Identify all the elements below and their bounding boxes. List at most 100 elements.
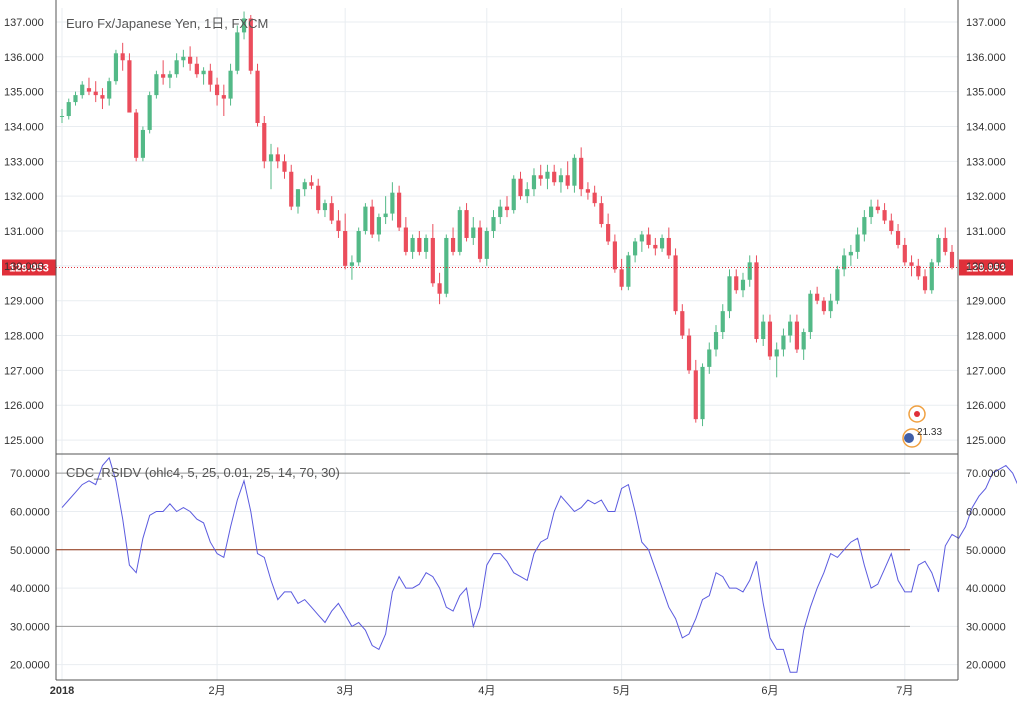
time-tick-label: 4月 <box>478 685 495 697</box>
chart-title: Euro Fx/Japanese Yen, 1日, FXCM <box>66 16 268 31</box>
price-tick-left: 134.000 <box>4 121 44 133</box>
time-tick-label: 5月 <box>613 685 630 697</box>
candle-body <box>740 279 746 291</box>
rsi-tick-right: 60.0000 <box>966 506 1006 518</box>
rsi-tick-right: 20.0000 <box>966 660 1006 672</box>
candle-body <box>889 220 894 231</box>
candle-body <box>66 102 71 117</box>
price-tick-right: 126.000 <box>966 400 1006 412</box>
candle-body <box>572 157 577 186</box>
candle-body <box>228 70 233 99</box>
candle-body <box>707 349 712 367</box>
candle-body <box>349 262 355 266</box>
candle-body <box>343 231 348 266</box>
candle-body <box>268 154 274 162</box>
candle-body <box>875 206 880 211</box>
candle-body <box>653 244 658 249</box>
candle-body <box>275 154 280 162</box>
candle-body <box>565 175 570 186</box>
candle-body <box>666 237 671 256</box>
candle-body <box>383 213 388 218</box>
candle-body <box>120 53 125 61</box>
price-tick-left: 133.000 <box>4 156 44 168</box>
candle-body <box>450 237 456 252</box>
time-tick-label: 2018 <box>50 685 74 697</box>
candle-body <box>336 220 341 231</box>
price-tick-right: 127.000 <box>966 365 1006 377</box>
price-tick-left: 132.000 <box>4 191 44 203</box>
candle-body <box>417 237 422 252</box>
candle-body <box>147 95 152 130</box>
candle-body <box>127 60 132 113</box>
price-tick-right: 137.000 <box>966 17 1006 29</box>
candle-body <box>943 237 948 252</box>
price-tick-right: 133.000 <box>966 156 1006 168</box>
candle-body <box>531 175 537 190</box>
candle-body <box>161 74 166 78</box>
candle-body <box>477 227 483 259</box>
candle-body <box>686 335 692 371</box>
candle-body <box>869 206 874 218</box>
candle-body <box>781 335 786 350</box>
time-tick-label: 2月 <box>209 685 226 697</box>
candle-body <box>255 70 260 123</box>
rsi-tick-right: 50.0000 <box>966 545 1006 557</box>
candle-body <box>774 349 779 357</box>
candle-body <box>188 56 193 64</box>
candle-body <box>491 217 496 231</box>
candle-body <box>376 217 381 235</box>
candle-body <box>639 234 644 242</box>
rsi-tick-left: 60.0000 <box>10 506 50 518</box>
candle-body <box>606 224 611 242</box>
candle-body <box>221 95 226 99</box>
rsi-tick-left: 70.0000 <box>10 468 50 480</box>
rsi-tick-left: 20.0000 <box>10 660 50 672</box>
candle-body <box>747 262 752 280</box>
candle-body <box>592 192 597 204</box>
price-tick-left: 126.000 <box>4 400 44 412</box>
candle-body <box>248 18 253 71</box>
candle-body <box>403 227 408 252</box>
candle-body <box>518 178 523 197</box>
last-price-line: 129.953 129.953 <box>2 259 1013 276</box>
candle-body <box>552 171 557 183</box>
candle-body <box>134 112 139 158</box>
candlestick-series <box>59 11 955 427</box>
candle-body <box>922 276 928 291</box>
candle-body <box>73 95 78 103</box>
time-tick-label: 3月 <box>337 685 354 697</box>
candle-body <box>525 189 530 197</box>
time-tick-label: 6月 <box>761 685 778 697</box>
candle-body <box>201 70 206 75</box>
candle-body <box>235 32 240 71</box>
price-tick-left: 129.000 <box>4 296 44 308</box>
candle-body <box>511 178 516 211</box>
candle-body <box>504 206 510 211</box>
candle-body <box>949 251 955 268</box>
candle-body <box>295 189 301 207</box>
event-count: 21.33 <box>917 427 942 438</box>
candle-body <box>700 366 705 420</box>
candle-body <box>659 237 665 249</box>
price-tick-left: 128.000 <box>4 331 44 343</box>
candle-body <box>734 276 739 291</box>
candle-body <box>673 255 678 312</box>
candle-body <box>356 231 361 263</box>
price-tick-right: 134.000 <box>966 121 1006 133</box>
rsi-tick-right: 70.0000 <box>966 468 1006 480</box>
candle-body <box>815 293 820 301</box>
candle-body <box>282 161 287 172</box>
candle-body <box>289 171 294 207</box>
alert-badge[interactable]: 21.33 <box>902 405 942 448</box>
candle-body <box>262 122 267 162</box>
candle-body <box>713 332 719 350</box>
candle-body <box>80 84 85 96</box>
candle-body <box>397 192 402 228</box>
candle-body <box>693 370 698 420</box>
chart-frame <box>55 0 959 681</box>
candle-body <box>916 265 921 277</box>
candle-body <box>794 321 800 350</box>
last-price-label-right: 129.953 <box>966 262 1006 274</box>
candle-body <box>181 56 186 61</box>
